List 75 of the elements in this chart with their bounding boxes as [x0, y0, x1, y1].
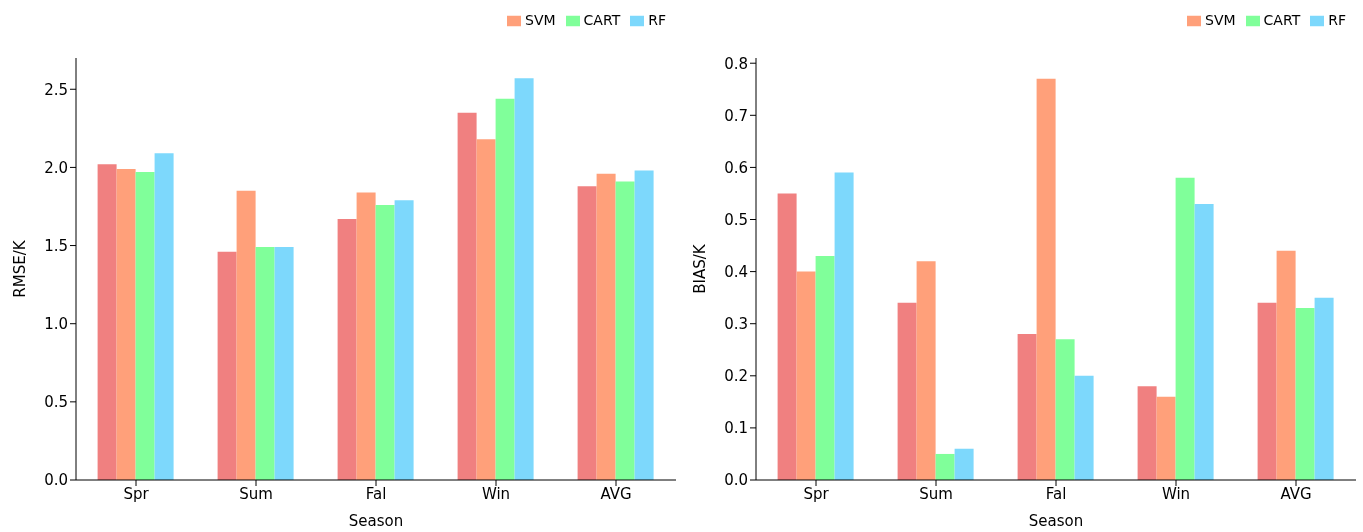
y-axis-title: BIAS/K — [691, 243, 710, 294]
bar — [356, 192, 376, 480]
x-tick-label: Spr — [803, 484, 830, 503]
bar — [935, 453, 955, 480]
bar — [954, 448, 974, 480]
bar — [394, 200, 414, 480]
bar — [777, 193, 797, 480]
y-tick-label: 1.5 — [44, 236, 68, 255]
bar — [1257, 302, 1277, 480]
bar — [375, 204, 395, 480]
bar — [337, 218, 357, 480]
bar — [796, 271, 816, 480]
bar — [615, 181, 635, 480]
bar — [1074, 375, 1094, 480]
x-tick-label: Fal — [1045, 484, 1067, 503]
bar — [1156, 396, 1176, 480]
x-tick-label: Win — [481, 484, 511, 503]
x-tick-label: AVG — [1280, 484, 1312, 503]
legend-label: CART — [1263, 12, 1301, 28]
bar — [1295, 308, 1315, 480]
legend-label: SVM — [525, 12, 556, 28]
x-tick-label: Sum — [919, 484, 953, 503]
legend-label: RF — [1328, 12, 1346, 28]
bar — [916, 261, 936, 480]
y-tick-label: 2.0 — [44, 158, 68, 177]
bar — [1314, 297, 1334, 480]
bar — [476, 139, 496, 480]
legend-label: CART — [583, 12, 621, 28]
bar — [495, 98, 515, 480]
bar — [154, 153, 174, 480]
y-tick-label: 0.0 — [44, 471, 68, 490]
x-tick-label: Spr — [123, 484, 150, 503]
bar — [457, 112, 477, 480]
y-axis-title: RMSE/K — [11, 239, 30, 298]
bar — [1055, 339, 1075, 480]
y-tick-label: 0.5 — [44, 393, 68, 412]
x-tick-label: Fal — [365, 484, 387, 503]
bar — [116, 168, 136, 480]
y-tick-label: 2.5 — [44, 80, 68, 99]
bar — [1036, 78, 1056, 480]
y-tick-label: 0.3 — [724, 315, 748, 334]
y-tick-label: 0.1 — [724, 419, 748, 438]
y-tick-label: 0.4 — [724, 262, 748, 281]
x-axis-title: Season — [1028, 512, 1084, 530]
y-tick-label: 0.0 — [724, 471, 748, 490]
bar — [1175, 177, 1195, 480]
y-tick-label: 1.0 — [44, 315, 68, 334]
bar — [577, 186, 597, 480]
bar — [217, 251, 237, 480]
bar — [897, 302, 917, 480]
bar — [1137, 386, 1157, 480]
x-tick-label: AVG — [600, 484, 632, 503]
legend-label: SVM — [1205, 12, 1236, 28]
bar — [1276, 250, 1296, 480]
bar — [596, 173, 616, 480]
bar — [634, 170, 654, 480]
x-axis-title: Season — [348, 512, 404, 530]
bar — [255, 247, 275, 480]
bar — [815, 255, 835, 480]
bar — [135, 172, 155, 480]
x-tick-label: Win — [1161, 484, 1191, 503]
y-tick-label: 0.7 — [724, 106, 748, 125]
bar — [274, 247, 294, 480]
y-tick-label: 0.2 — [724, 367, 748, 386]
y-tick-label: 0.5 — [724, 210, 748, 229]
bar — [1017, 334, 1037, 480]
y-tick-label: 0.8 — [724, 54, 748, 73]
x-tick-label: Sum — [239, 484, 273, 503]
bar — [834, 172, 854, 480]
y-tick-label: 0.6 — [724, 158, 748, 177]
bar — [1194, 203, 1214, 480]
bar — [97, 164, 117, 480]
legend-label: RF — [648, 12, 666, 28]
bar — [514, 78, 534, 480]
bar — [236, 190, 256, 480]
